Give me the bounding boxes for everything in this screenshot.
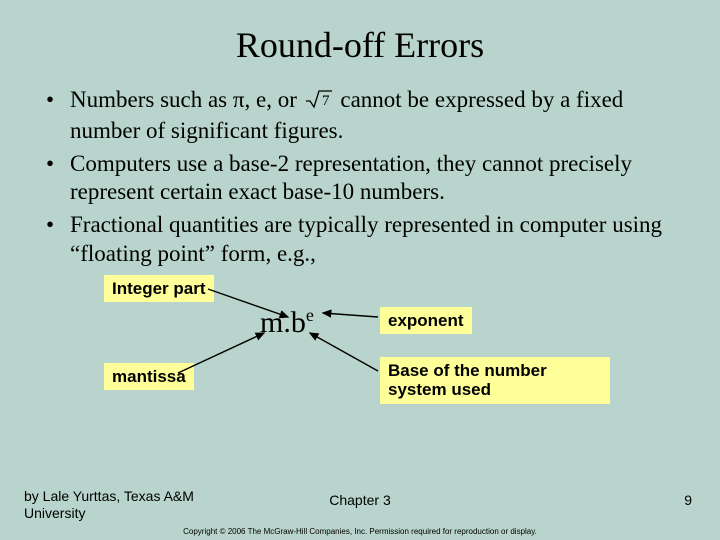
formula-diagram: Integer part mantissa exponent Base of t…	[40, 275, 680, 445]
bullet-text: Numbers such as π, e, or 7 cannot be exp…	[70, 86, 678, 146]
bullet-list: • Numbers such as π, e, or 7 cannot be e…	[0, 86, 720, 269]
bullet-item: • Computers use a base-2 representation,…	[42, 150, 678, 208]
formula-e: e	[306, 305, 314, 325]
mantissa-label: mantissa	[104, 363, 194, 391]
bullet-1-pre: Numbers such as π, e, or	[70, 87, 303, 112]
exponent-label: exponent	[380, 307, 472, 335]
bullet-text: Computers use a base-2 representation, t…	[70, 150, 678, 208]
integer-part-label: Integer part	[104, 275, 214, 303]
bullet-marker: •	[42, 150, 70, 208]
sqrt-radicand: 7	[322, 93, 330, 109]
footer-copyright: Copyright © 2006 The McGraw-Hill Compani…	[0, 527, 720, 536]
sqrt-icon: 7	[305, 88, 333, 117]
bullet-item: • Numbers such as π, e, or 7 cannot be e…	[42, 86, 678, 146]
bullet-marker: •	[42, 86, 70, 146]
slide-title: Round-off Errors	[0, 0, 720, 86]
base-label: Base of the number system used	[380, 357, 610, 404]
bullet-marker: •	[42, 211, 70, 269]
floating-point-formula: m.be	[260, 305, 314, 340]
footer-page-number: 9	[684, 492, 692, 508]
formula-m: m.	[260, 306, 291, 339]
formula-b: b	[291, 306, 306, 339]
bullet-item: • Fractional quantities are typically re…	[42, 211, 678, 269]
footer-chapter: Chapter 3	[0, 492, 720, 508]
bullet-text: Fractional quantities are typically repr…	[70, 211, 678, 269]
